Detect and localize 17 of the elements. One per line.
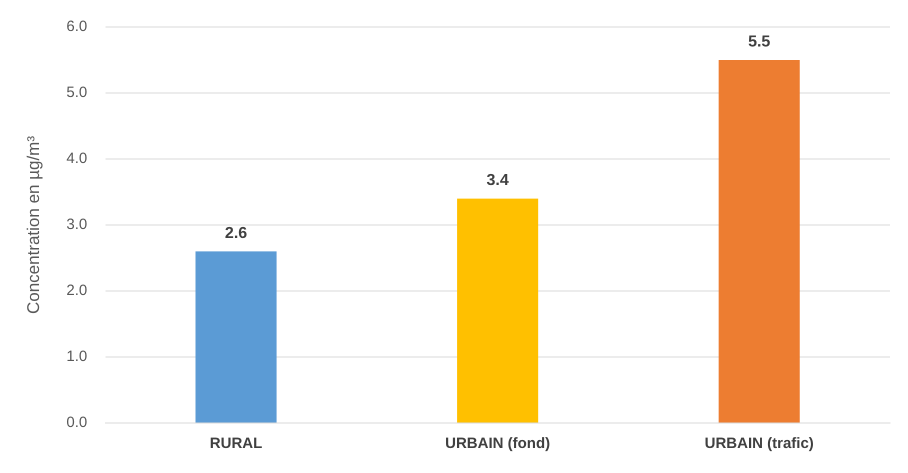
y-axis-title: Concentration en µg/m³ bbox=[24, 136, 43, 314]
y-tick-label: 4.0 bbox=[66, 150, 88, 168]
data-label: 2.6 bbox=[224, 224, 248, 242]
y-tick-label: 5.0 bbox=[66, 84, 88, 102]
y-tick-label: 0.0 bbox=[66, 414, 88, 432]
x-tick-label: URBAIN (trafic) bbox=[704, 435, 814, 452]
bar bbox=[196, 251, 277, 422]
bar bbox=[457, 198, 538, 422]
data-label: 5.5 bbox=[748, 33, 770, 50]
y-tick-label: 1.0 bbox=[66, 348, 88, 366]
bar bbox=[718, 60, 800, 422]
x-tick-label: RURAL bbox=[210, 435, 262, 452]
y-tick-label: 2.0 bbox=[66, 282, 88, 300]
data-label: 3.4 bbox=[486, 172, 509, 190]
x-tick-label: URBAIN (fond) bbox=[445, 435, 550, 452]
y-tick-label: 3.0 bbox=[66, 216, 88, 234]
y-tick-label: 6.0 bbox=[66, 18, 88, 36]
